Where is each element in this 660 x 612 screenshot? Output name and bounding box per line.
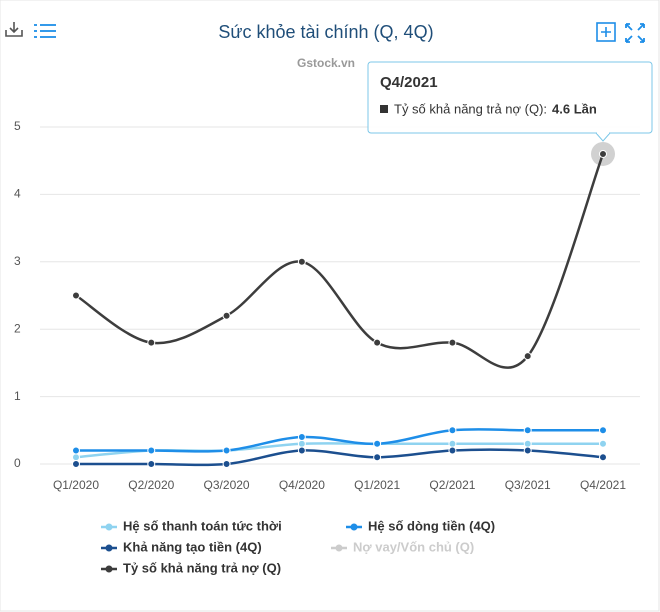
series-line: [75, 448, 604, 467]
data-point: [297, 446, 306, 455]
data-point: [72, 460, 80, 468]
data-point: [599, 453, 607, 462]
x-tick-label: Q1/2021: [354, 478, 400, 492]
data-point: [373, 439, 382, 448]
data-point: [222, 311, 231, 320]
tooltip-title: Q4/2021: [380, 74, 438, 91]
data-point: [523, 426, 532, 435]
data-point: [599, 439, 607, 448]
tooltip-pointer: [595, 132, 611, 142]
data-point: [373, 338, 382, 347]
y-tick-label: 4: [14, 187, 21, 201]
tooltip: Q4/2021 Tỷ số khả năng trả nợ (Q): 4.6 Lần: [367, 61, 653, 142]
data-point: [147, 338, 156, 347]
x-tick-label: Q4/2021: [580, 478, 626, 492]
x-tick-label: Q2/2021: [429, 478, 475, 492]
data-point: [297, 439, 306, 448]
series-line: [76, 428, 603, 453]
tooltip-label: Tỷ số khả năng trả nợ (Q):: [394, 101, 547, 116]
series-line: [75, 153, 605, 369]
legend-label[interactable]: Tỷ số khả năng trả nợ (Q): [123, 560, 281, 575]
data-point: [222, 460, 231, 468]
data-point: [599, 149, 607, 158]
data-point: [523, 352, 532, 361]
data-point: [523, 439, 532, 448]
legend-marker: [105, 523, 113, 531]
x-tick-label: Q1/2020: [53, 478, 99, 492]
tooltip-value: 4.6 Lần: [552, 101, 597, 116]
y-tick-label: 5: [14, 119, 21, 133]
data-point: [72, 453, 80, 462]
legend-label[interactable]: Nợ vay/Vốn chủ (Q): [353, 539, 474, 554]
y-tick-label: 1: [14, 389, 21, 403]
download-icon[interactable]: [5, 22, 23, 37]
credit: Gstock.vn: [297, 56, 355, 70]
data-point: [523, 446, 532, 455]
data-point: [297, 433, 306, 442]
add-icon[interactable]: [596, 22, 616, 42]
data-point: [448, 426, 457, 435]
tooltip-box: [367, 61, 653, 134]
legend-label[interactable]: Khả năng tạo tiền (4Q): [123, 539, 262, 554]
data-point: [448, 338, 457, 347]
data-point: [222, 446, 231, 455]
y-tick-label: 0: [14, 456, 21, 470]
chart-title: Sức khỏe tài chính (Q, 4Q): [218, 22, 433, 42]
legend-marker: [350, 523, 358, 531]
data-point: [297, 257, 306, 266]
x-tick-label: Q2/2020: [128, 478, 174, 492]
legend-marker: [105, 565, 113, 573]
y-tick-label: 2: [14, 321, 21, 335]
data-point: [147, 460, 156, 468]
fullscreen-icon[interactable]: [625, 23, 645, 43]
legend-marker: [105, 544, 113, 552]
menu-icon[interactable]: [34, 24, 56, 38]
data-point: [448, 446, 457, 455]
legend-label[interactable]: Hệ số dòng tiền (4Q): [368, 518, 495, 533]
legend-label[interactable]: Hệ số thanh toán tức thời: [123, 518, 282, 533]
x-tick-label: Q3/2021: [505, 478, 551, 492]
data-point: [448, 439, 457, 448]
x-tick-label: Q4/2020: [279, 478, 325, 492]
data-point: [147, 446, 156, 455]
legend-marker: [335, 544, 343, 552]
tooltip-swatch: [380, 105, 388, 113]
data-point: [599, 426, 607, 435]
data-point: [72, 291, 80, 300]
y-tick-label: 3: [14, 254, 21, 268]
data-point: [373, 453, 382, 462]
x-tick-label: Q3/2020: [204, 478, 250, 492]
data-point: [72, 446, 80, 455]
